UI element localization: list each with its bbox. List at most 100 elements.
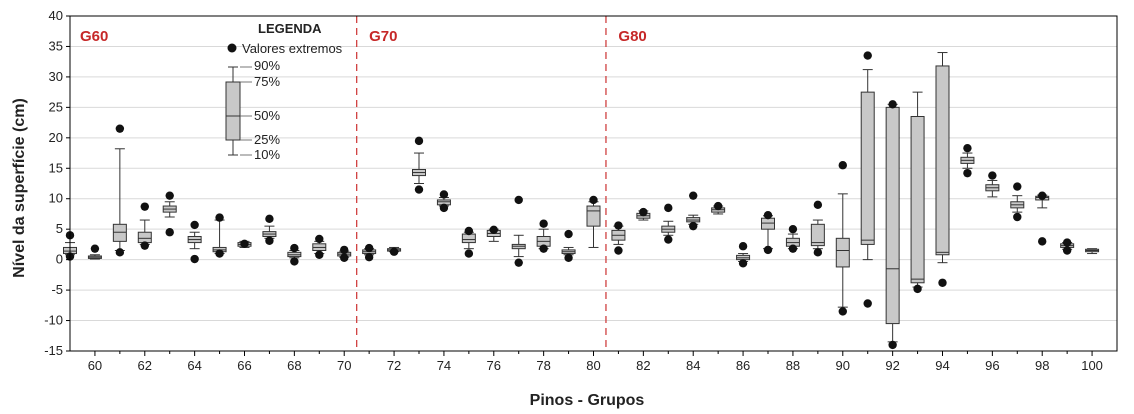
outlier-point: [763, 245, 773, 255]
box-item: [262, 214, 277, 245]
box-item: [835, 161, 850, 316]
box-item: [312, 234, 327, 259]
outlier-point: [938, 278, 947, 287]
group-label: G70: [369, 28, 397, 45]
box-item: [1085, 248, 1100, 255]
box-item: [212, 213, 227, 258]
legend-title: LEGENDA: [258, 21, 322, 36]
box-item: [387, 246, 402, 256]
outlier-point: [763, 210, 773, 220]
box-item: [586, 195, 601, 248]
outlier-point: [888, 100, 897, 109]
legend-p90: 90%: [254, 58, 280, 73]
x-tick-label: 60: [88, 358, 102, 373]
box-item: [412, 136, 426, 194]
outlier-point: [265, 214, 274, 224]
outlier-point: [963, 168, 972, 178]
outlier-point: [464, 226, 474, 236]
x-tick-label: 66: [237, 358, 251, 373]
y-tick-label: 15: [49, 160, 63, 175]
box-item: [611, 221, 626, 255]
outlier-point: [738, 242, 748, 251]
outlier-point: [1062, 238, 1072, 247]
box-item: [287, 243, 302, 266]
outlier-point: [165, 191, 174, 200]
box-rect: [461, 233, 476, 244]
outlier-point: [1013, 182, 1022, 191]
y-tick-label: 10: [49, 191, 63, 206]
outlier-point: [664, 203, 673, 213]
box-item: [137, 202, 152, 250]
outlier-point: [364, 243, 374, 253]
x-tick-label: 94: [935, 358, 949, 373]
legend-box-rect: [225, 81, 241, 141]
box-item: [187, 220, 202, 264]
legend: LEGENDA Valores extremos 90% 75% 50% 25%…: [225, 21, 343, 162]
y-tick-label: 35: [49, 38, 63, 53]
box-item: [860, 51, 875, 308]
x-tick-label: 64: [187, 358, 201, 373]
box-item: [1060, 238, 1075, 255]
x-tick-label: 80: [586, 358, 600, 373]
outlier-point: [564, 229, 573, 239]
x-tick-labels: 60 62 64 66 68 70 72 74 76 78 80 82 84 86 88 90 92 94 96 98…: [88, 351, 1103, 373]
y-axis-title: Nível da superfície (cm): [11, 98, 28, 278]
legend-sample-box: [225, 66, 241, 156]
plot-frame: [69, 15, 1118, 352]
x-tick-label: 62: [138, 358, 152, 373]
box-item: [686, 191, 701, 231]
box-item: [636, 207, 651, 221]
box-item: [960, 143, 975, 178]
x-tick-label: 100: [1081, 358, 1103, 373]
outlier-point: [1038, 191, 1047, 200]
outlier-point: [414, 185, 424, 194]
outlier-point: [888, 340, 897, 350]
x-tick-label: 88: [786, 358, 800, 373]
outlier-point: [364, 253, 374, 262]
outlier-point: [539, 244, 548, 253]
outlier-point: [290, 243, 299, 253]
outlier-point: [140, 241, 149, 250]
outlier-point: [514, 195, 523, 205]
box-item: [1010, 182, 1025, 222]
outlier-point: [689, 191, 698, 200]
outlier-point: [564, 253, 573, 263]
outlier-point: [439, 203, 449, 213]
outlier-point: [190, 254, 199, 264]
outlier-point: [315, 234, 324, 244]
outlier-point: [165, 228, 174, 237]
x-tick-label: 82: [636, 358, 650, 373]
outlier-point: [340, 253, 349, 263]
outlier-point: [539, 219, 548, 228]
x-tick-label: 68: [287, 358, 301, 373]
outlier-point: [115, 248, 125, 257]
x-tick-label: 98: [1035, 358, 1049, 373]
outlier-point: [838, 161, 847, 170]
box-item: [362, 243, 377, 262]
box-item: [536, 219, 551, 253]
outlier-point: [863, 299, 872, 308]
group-label: G80: [618, 28, 646, 45]
box-rect: [860, 91, 875, 245]
box-item: [162, 191, 177, 237]
outlier-point: [1013, 212, 1022, 222]
box-rect: [935, 65, 950, 256]
outlier-point: [115, 124, 125, 133]
outlier-point: [589, 195, 598, 205]
outlier-point: [664, 235, 673, 244]
y-tick-label: -5: [51, 282, 63, 297]
legend-p50: 50%: [254, 108, 280, 123]
box-item: [711, 201, 726, 215]
legend-percentile-leaders: [240, 66, 252, 156]
y-tick-label: 0: [56, 252, 63, 267]
box-series: [63, 51, 1100, 350]
box-item: [486, 225, 501, 242]
outlier-point: [913, 284, 922, 294]
outlier-point: [988, 171, 997, 180]
legend-p75: 75%: [254, 74, 280, 89]
y-tick-label: 25: [49, 99, 63, 114]
y-tick-label: 40: [49, 8, 63, 23]
box-rect: [810, 223, 825, 247]
box-item: [511, 195, 526, 267]
